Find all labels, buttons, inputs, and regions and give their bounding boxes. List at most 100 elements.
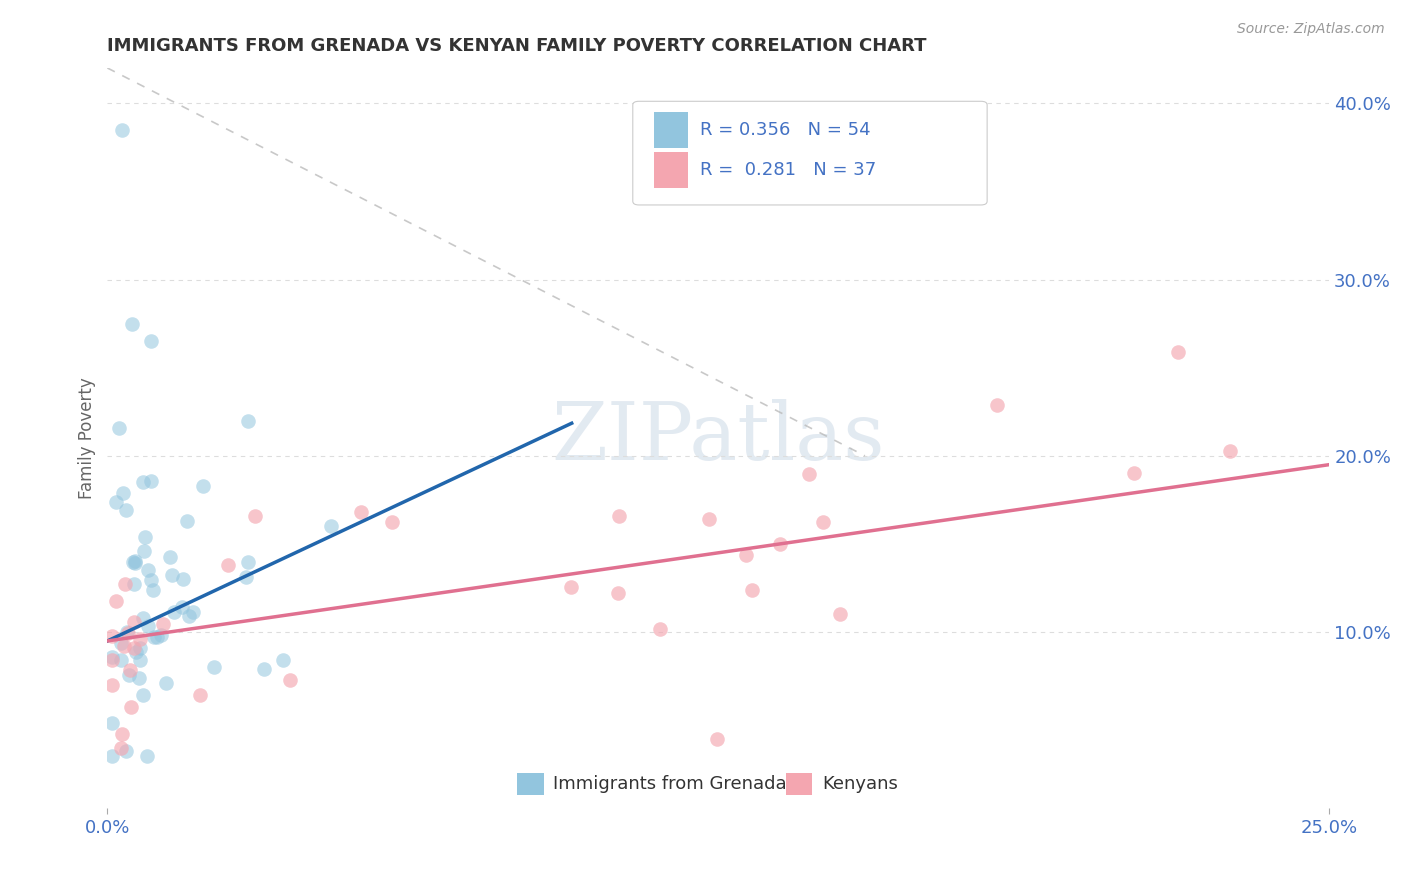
Point [217, 558, 239, 573]
Text: Immigrants from Grenada: Immigrants from Grenada [554, 775, 787, 793]
Text: R = 0.356   N = 54: R = 0.356 N = 54 [700, 121, 870, 139]
Point [122, 555, 145, 569]
Point [160, 567, 183, 582]
Point [115, 502, 138, 516]
Point [176, 514, 198, 528]
Point [122, 640, 145, 655]
Point [129, 632, 152, 647]
Point [117, 625, 139, 640]
Point [181, 605, 204, 619]
Point [139, 474, 162, 488]
Point [101, 715, 124, 730]
Point [121, 317, 143, 331]
Point [697, 512, 720, 526]
Point [112, 639, 135, 653]
Point [141, 334, 163, 349]
Point [124, 554, 146, 568]
Point [122, 615, 145, 630]
Point [129, 652, 152, 666]
Point [110, 741, 132, 756]
Point [118, 663, 141, 677]
Point [131, 688, 153, 702]
Point [811, 516, 834, 530]
Point [150, 628, 173, 642]
Point [172, 572, 194, 586]
Point [136, 619, 159, 633]
Point [120, 700, 142, 714]
Point [132, 610, 155, 624]
Point [128, 671, 150, 685]
Point [111, 726, 134, 740]
Point [1122, 467, 1144, 481]
Point [124, 556, 146, 570]
Point [191, 478, 214, 492]
Point [350, 505, 373, 519]
Y-axis label: Family Poverty: Family Poverty [79, 377, 96, 500]
Bar [786, 772, 813, 795]
Point [735, 549, 758, 563]
Point [177, 608, 200, 623]
Point [134, 530, 156, 544]
Point [607, 586, 630, 600]
Point [124, 645, 146, 659]
Point [128, 641, 150, 656]
Point [122, 577, 145, 591]
Point [1219, 443, 1241, 458]
Text: Kenyans: Kenyans [823, 775, 898, 793]
Point [769, 536, 792, 550]
Point [188, 689, 211, 703]
Point [381, 515, 404, 529]
Point [134, 544, 156, 558]
Point [114, 744, 136, 758]
Point [111, 122, 134, 136]
Point [105, 594, 128, 608]
Point [236, 555, 259, 569]
Point [202, 660, 225, 674]
Point [132, 475, 155, 489]
Point [146, 630, 169, 644]
Point [1167, 345, 1189, 359]
Point [101, 748, 124, 763]
Bar [654, 112, 688, 148]
Point [280, 673, 302, 687]
Text: R =  0.281   N = 37: R = 0.281 N = 37 [700, 161, 876, 179]
Point [271, 653, 294, 667]
Bar [654, 153, 688, 188]
Point [117, 625, 139, 640]
Point [101, 678, 124, 692]
Text: ZIPatlas: ZIPatlas [551, 400, 884, 477]
Point [741, 582, 763, 597]
Text: Source: ZipAtlas.com: Source: ZipAtlas.com [1237, 22, 1385, 37]
Point [235, 570, 257, 584]
Point [104, 494, 127, 508]
Point [152, 617, 174, 632]
Point [114, 577, 136, 591]
Point [110, 636, 132, 650]
Point [111, 486, 134, 500]
Point [101, 629, 124, 643]
Point [118, 667, 141, 681]
Point [648, 622, 671, 636]
Point [170, 599, 193, 614]
Point [163, 605, 186, 619]
Point [136, 748, 159, 763]
Point [110, 653, 132, 667]
Bar [517, 772, 544, 795]
Point [159, 549, 181, 564]
Point [243, 509, 266, 524]
Point [139, 574, 162, 588]
Point [797, 467, 820, 481]
Point [136, 563, 159, 577]
Point [101, 653, 124, 667]
Point [560, 580, 582, 594]
Text: IMMIGRANTS FROM GRENADA VS KENYAN FAMILY POVERTY CORRELATION CHART: IMMIGRANTS FROM GRENADA VS KENYAN FAMILY… [107, 37, 927, 55]
Point [607, 508, 630, 523]
Point [101, 650, 124, 665]
Point [828, 607, 851, 621]
FancyBboxPatch shape [633, 102, 987, 205]
Point [143, 630, 166, 644]
Point [108, 421, 131, 435]
Point [706, 732, 728, 747]
Point [986, 398, 1008, 412]
Point [155, 675, 177, 690]
